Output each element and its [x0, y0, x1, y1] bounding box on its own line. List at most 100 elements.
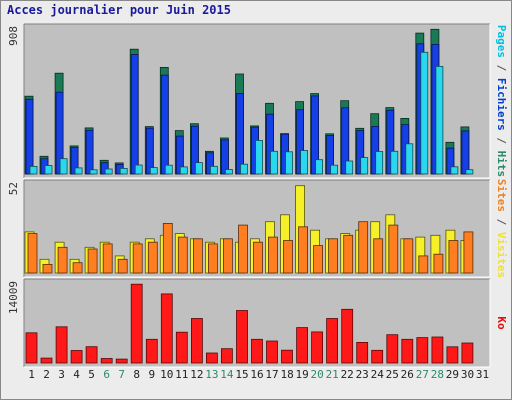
bar	[102, 243, 113, 274]
x-tick-label: 27	[416, 368, 429, 381]
x-tick-label: 22	[341, 368, 354, 381]
bar	[190, 125, 199, 175]
bar	[236, 93, 244, 175]
bar	[300, 150, 309, 175]
bar	[147, 241, 158, 274]
bar	[405, 143, 414, 175]
bar	[356, 130, 365, 175]
y-axis-max-label: 908	[7, 26, 20, 46]
bar	[100, 358, 113, 364]
bar	[281, 349, 293, 364]
bar	[311, 95, 320, 175]
bar	[251, 338, 263, 364]
x-tick-label: 10	[160, 368, 173, 381]
series-label-part: Fichiers	[495, 78, 508, 131]
bar	[87, 248, 98, 274]
bar	[253, 241, 263, 274]
x-tick-label: 13	[205, 368, 218, 381]
x-tick-label: 26	[401, 368, 414, 381]
x-tick-label: 29	[446, 368, 459, 381]
x-tick-label: 7	[118, 368, 125, 381]
bar	[435, 66, 444, 175]
bar	[418, 255, 429, 274]
bar	[326, 134, 335, 175]
bar	[345, 160, 354, 175]
bar	[25, 98, 34, 175]
bar	[431, 336, 444, 364]
x-tick-label: 24	[371, 368, 385, 381]
series-label-part: /	[495, 212, 508, 232]
y-axis-max-label: 14009	[7, 281, 20, 314]
bar	[465, 169, 474, 175]
bar	[74, 167, 83, 175]
bar	[266, 113, 274, 175]
bar	[446, 346, 459, 364]
bar	[266, 340, 278, 364]
x-tick-label: 23	[356, 368, 369, 381]
x-tick-label: 11	[175, 368, 188, 381]
bar	[25, 332, 38, 364]
series-label-part: Sites	[495, 179, 508, 212]
bar	[177, 236, 188, 274]
bar	[240, 163, 248, 175]
bar	[59, 158, 68, 175]
bar	[388, 224, 399, 274]
bar	[192, 238, 203, 274]
series-label-part: /	[495, 131, 508, 151]
bar	[85, 346, 98, 364]
bar	[371, 126, 380, 175]
bar	[356, 341, 369, 364]
x-tick-label: 6	[103, 368, 110, 381]
bar	[371, 349, 384, 364]
x-tick-label: 2	[43, 368, 50, 381]
bar	[224, 169, 233, 175]
bar	[433, 253, 444, 274]
bar	[358, 221, 369, 274]
x-tick-label: 1	[28, 368, 35, 381]
bar	[145, 127, 154, 175]
bar	[209, 165, 218, 175]
bar	[134, 164, 143, 175]
bar	[238, 224, 248, 274]
bar	[29, 165, 38, 175]
bar	[390, 150, 399, 175]
bar	[57, 246, 68, 274]
bar	[298, 226, 309, 274]
bar	[311, 331, 324, 364]
bar	[386, 334, 399, 364]
bar	[175, 331, 188, 364]
x-tick-label: 5	[88, 368, 95, 381]
x-tick-label: 30	[461, 368, 474, 381]
bar	[160, 293, 173, 364]
bar	[55, 326, 68, 364]
bar	[270, 150, 278, 175]
bar	[463, 231, 474, 274]
x-tick-label: 9	[148, 368, 155, 381]
bar	[42, 263, 53, 274]
bar	[205, 152, 214, 175]
bar	[44, 165, 53, 175]
y-axis-max-label: 52	[7, 182, 20, 195]
x-tick-label: 15	[235, 368, 248, 381]
bar	[386, 109, 395, 175]
bar	[343, 234, 354, 274]
bar	[194, 162, 203, 175]
x-tick-label: 21	[326, 368, 339, 381]
bar	[222, 238, 233, 274]
bar	[296, 109, 305, 175]
bar	[446, 147, 455, 175]
bar	[373, 238, 384, 274]
bar	[130, 283, 143, 364]
chart-panel-1: 908 Pages / Fichiers / Hits	[7, 23, 508, 179]
bar	[313, 245, 324, 274]
bar	[283, 240, 293, 274]
bar	[179, 166, 188, 175]
series-label-part: Ko	[495, 316, 508, 330]
bar	[448, 240, 459, 274]
bar	[296, 327, 309, 364]
bar	[315, 159, 324, 175]
bar	[100, 162, 109, 175]
bar	[119, 167, 128, 175]
bar	[160, 74, 169, 175]
bar	[341, 308, 354, 364]
